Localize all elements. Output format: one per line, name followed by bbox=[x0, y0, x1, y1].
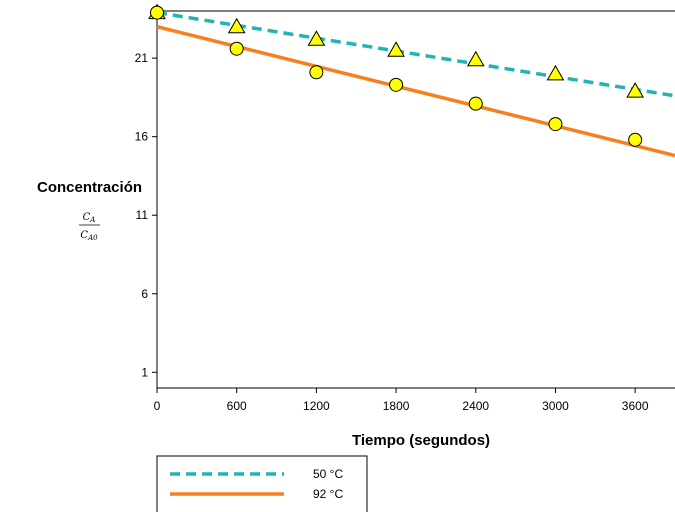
x-tick-label: 3600 bbox=[622, 399, 649, 413]
data-markers bbox=[148, 3, 645, 147]
triangle-marker bbox=[227, 17, 246, 34]
legend-label-series-1: 50 °C bbox=[313, 467, 343, 481]
legend-label-series-2: 92 °C bbox=[313, 487, 343, 501]
x-tick-label: 2400 bbox=[462, 399, 489, 413]
triangle-marker bbox=[387, 41, 405, 57]
triangle-marker bbox=[546, 64, 565, 81]
fit-line-series-1 bbox=[156, 10, 675, 98]
legend: 50 °C 92 °C bbox=[156, 455, 368, 512]
circle-marker bbox=[150, 5, 164, 20]
x-tick-label: 0 bbox=[154, 399, 161, 413]
y-tick-label: 1 bbox=[141, 365, 148, 379]
x-tick-label: 1200 bbox=[303, 399, 330, 413]
y-tick-label: 16 bbox=[135, 130, 149, 144]
circle-marker bbox=[548, 117, 563, 132]
circle-marker bbox=[389, 77, 404, 92]
circle-marker bbox=[309, 65, 324, 80]
circle-marker bbox=[628, 132, 643, 147]
y-tick-label: 6 bbox=[141, 287, 148, 301]
plot-frame bbox=[156, 10, 675, 389]
triangle-marker bbox=[307, 30, 326, 46]
fraction-numerator: CA bbox=[83, 212, 96, 224]
fraction-denominator: CA0 bbox=[80, 230, 98, 242]
triangle-marker bbox=[626, 82, 645, 98]
y-axis-fraction: CA CA0 bbox=[79, 212, 100, 242]
y-tick-label: 21 bbox=[135, 51, 149, 65]
circle-marker bbox=[229, 41, 244, 56]
fit-lines bbox=[156, 10, 675, 158]
y-axis-title: Concentración bbox=[37, 179, 142, 196]
y-tick-label: 11 bbox=[136, 208, 149, 222]
x-tick-label: 600 bbox=[227, 399, 247, 413]
circle-marker bbox=[468, 96, 483, 111]
x-axis-ticks: 0 600 1200 1800 2400 3000 3600 bbox=[154, 388, 649, 413]
x-tick-label: 1800 bbox=[383, 399, 410, 413]
legend-box bbox=[156, 455, 368, 512]
triangle-marker bbox=[466, 50, 485, 67]
x-axis-title: Tiempo (segundos) bbox=[352, 432, 490, 449]
x-tick-label: 3000 bbox=[542, 399, 569, 413]
